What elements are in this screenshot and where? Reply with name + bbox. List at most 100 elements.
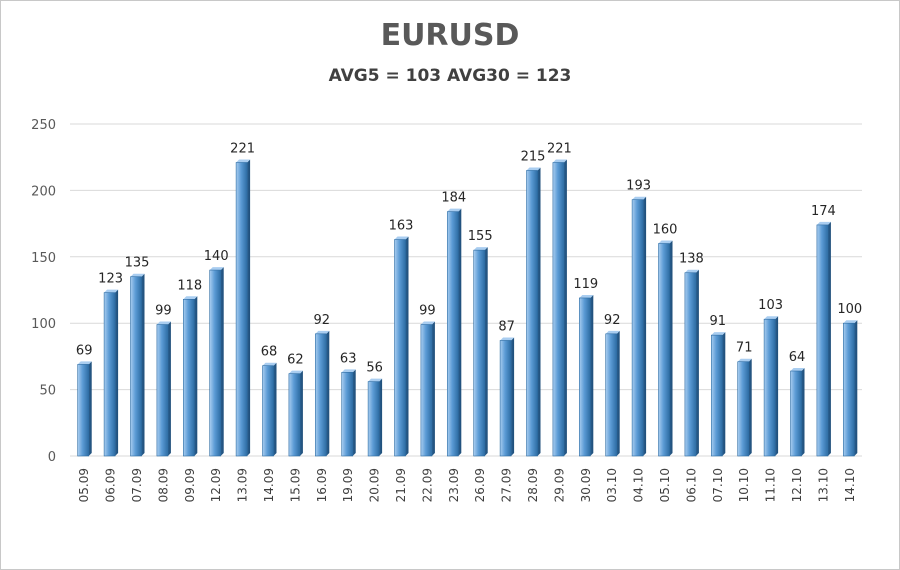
x-tick-label: 22.09 (420, 468, 434, 502)
bar (552, 159, 567, 457)
y-tick-label: 50 (39, 384, 56, 399)
bar (183, 296, 198, 457)
x-tick-label: 15.09 (288, 468, 302, 502)
x-tick-label: 16.09 (315, 468, 329, 502)
bar (710, 332, 726, 457)
bars (77, 159, 858, 457)
bar (499, 337, 515, 457)
chart-subtitle: AVG5 = 103 AVG30 = 123 (328, 66, 572, 86)
bar (420, 321, 435, 457)
x-tick-label: 08.09 (156, 468, 170, 502)
data-label: 69 (76, 343, 93, 358)
data-label: 160 (653, 223, 678, 238)
bar (314, 330, 330, 457)
data-label: 193 (626, 179, 651, 194)
x-tick-label: 20.09 (368, 468, 382, 502)
x-tick-label: 28.09 (526, 468, 540, 502)
bar (684, 269, 699, 457)
x-tick-label: 19.09 (341, 468, 355, 502)
y-tick-label: 0 (48, 450, 56, 465)
x-tick-label: 11.10 (764, 468, 778, 502)
x-tick-label: 14.10 (843, 468, 857, 502)
bar (103, 289, 119, 457)
data-label: 100 (837, 302, 862, 317)
data-label: 184 (441, 191, 466, 206)
data-label: 174 (811, 204, 836, 219)
bar (446, 208, 462, 457)
bar (288, 370, 303, 457)
data-label: 119 (573, 277, 598, 292)
data-label: 99 (155, 304, 172, 319)
data-label: 155 (468, 229, 493, 244)
data-label: 103 (758, 298, 783, 313)
x-tick-label: 03.10 (605, 468, 619, 502)
x-tick-label: 21.09 (394, 468, 408, 502)
data-label: 163 (389, 219, 414, 234)
data-label: 64 (789, 350, 806, 365)
bar (737, 358, 752, 457)
y-tick-label: 100 (31, 317, 56, 332)
x-tick-label: 12.10 (790, 468, 804, 502)
x-tick-label: 13.09 (236, 468, 250, 502)
data-label: 91 (710, 314, 727, 329)
bar (816, 221, 831, 457)
x-tick-label: 06.10 (684, 468, 698, 502)
data-label: 87 (498, 319, 515, 334)
x-tick-label: 27.09 (500, 468, 514, 502)
x-tick-label: 07.10 (711, 468, 725, 502)
bar (842, 320, 858, 457)
x-axis-ticks: 05.09 06.09 07.09 08.09 09.09 12.09 13.09 14.09… (77, 468, 857, 502)
data-label: 221 (547, 142, 572, 157)
data-label: 221 (230, 142, 255, 157)
chart-title: EURUSD (380, 18, 520, 53)
data-label: 68 (261, 345, 278, 360)
data-label: 56 (366, 361, 383, 376)
data-label: 140 (204, 249, 229, 264)
data-label: 62 (287, 353, 304, 368)
bar (262, 362, 277, 457)
bar (130, 273, 145, 457)
x-tick-label: 14.09 (262, 468, 276, 502)
data-label: 118 (177, 278, 202, 293)
bar (341, 369, 356, 457)
bar (156, 321, 171, 457)
bar (578, 294, 594, 457)
data-label: 92 (314, 313, 331, 328)
bar (367, 378, 383, 457)
y-tick-label: 250 (31, 118, 56, 133)
data-label: 99 (419, 304, 436, 319)
bar (790, 368, 805, 457)
data-label: 71 (736, 341, 753, 356)
bar (763, 316, 779, 457)
x-tick-label: 12.09 (209, 468, 223, 502)
y-tick-label: 150 (31, 251, 56, 266)
bar (658, 240, 673, 457)
bar (605, 330, 620, 457)
x-tick-label: 06.09 (104, 468, 118, 502)
bar (473, 247, 488, 457)
gridlines (70, 123, 862, 457)
x-tick-label: 30.09 (579, 468, 593, 502)
x-tick-label: 13.10 (816, 468, 830, 502)
data-label: 135 (125, 256, 150, 271)
x-tick-label: 09.09 (183, 468, 197, 502)
y-tick-label: 200 (31, 184, 56, 199)
x-tick-label: 07.09 (130, 468, 144, 502)
x-tick-label: 10.10 (737, 468, 751, 502)
data-label: 123 (98, 272, 123, 287)
data-label: 138 (679, 252, 704, 267)
data-label: 92 (604, 313, 621, 328)
x-tick-label: 23.09 (447, 468, 461, 502)
x-tick-label: 05.09 (77, 468, 91, 502)
x-tick-label: 04.10 (632, 468, 646, 502)
bar (526, 167, 541, 457)
y-axis-ticks: 0 50 100 150 200 250 (31, 118, 56, 465)
x-tick-label: 26.09 (473, 468, 487, 502)
bar (394, 236, 409, 457)
bar (235, 159, 251, 457)
bar (77, 361, 92, 457)
x-tick-label: 05.10 (658, 468, 672, 502)
bar (209, 267, 224, 457)
